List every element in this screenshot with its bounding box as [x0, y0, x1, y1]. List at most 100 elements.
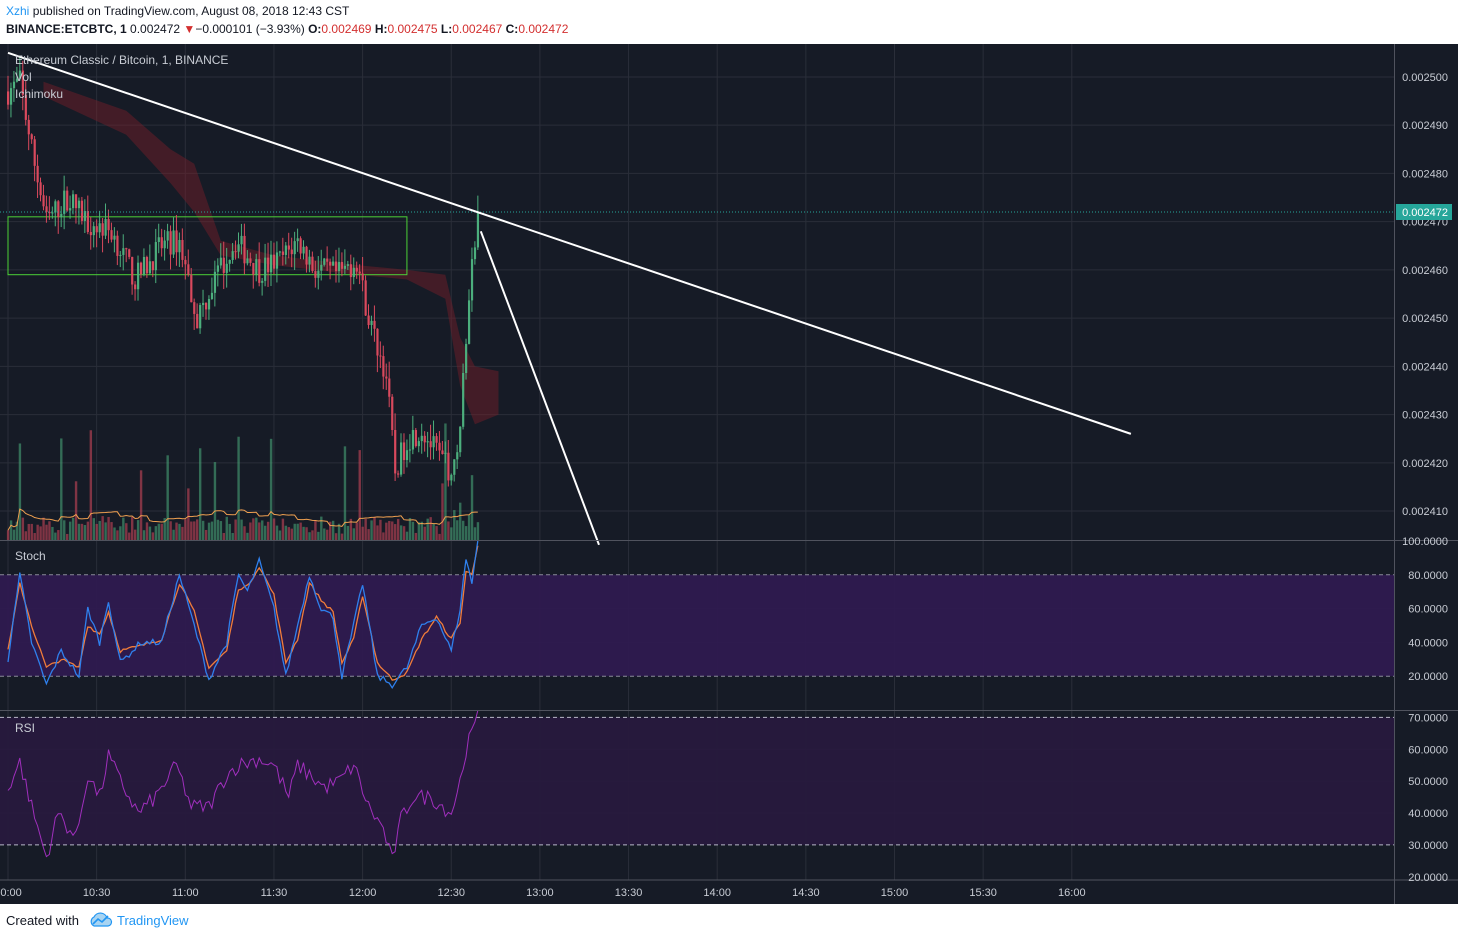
open-label: O: — [308, 22, 322, 36]
volume-bar — [219, 521, 223, 540]
candle-body — [69, 208, 72, 211]
candle-body — [296, 238, 299, 242]
candle-body — [169, 231, 172, 255]
volume-bar — [299, 522, 302, 540]
rsi-legend[interactable]: RSI — [15, 721, 35, 735]
rsi-tick-label: 60.0000 — [1408, 744, 1448, 756]
candle-body — [470, 259, 474, 301]
tradingview-link[interactable]: TradingView — [117, 913, 189, 928]
candle-body — [411, 430, 415, 450]
stoch-legend[interactable]: Stoch — [15, 549, 46, 563]
volume-bar — [263, 525, 267, 540]
volume-bar — [80, 523, 84, 540]
time-tick-label: 12:30 — [437, 887, 465, 899]
volume-bar — [423, 526, 426, 540]
volume-bar — [77, 523, 81, 540]
chart-canvas[interactable]: 0.0025000.0024900.0024800.0024700.002460… — [0, 44, 1458, 904]
candle-body — [405, 450, 409, 461]
candle-body — [444, 452, 447, 454]
candle-body — [320, 264, 323, 271]
candle-body — [382, 356, 385, 377]
candle-body — [305, 246, 308, 265]
volume-bar — [237, 436, 240, 540]
volume-bar — [225, 516, 228, 540]
publish-info: published on TradingView.com, August 08,… — [32, 4, 350, 18]
candle-body — [379, 355, 382, 357]
vol-legend[interactable]: Vol — [15, 70, 32, 84]
candle-body — [9, 88, 13, 105]
volume-bar — [459, 502, 462, 540]
author-link[interactable]: Xzhi — [6, 4, 30, 18]
volume-bar — [396, 518, 400, 540]
volume-bar — [361, 526, 364, 540]
volume-bar — [296, 523, 299, 540]
ichimoku-legend[interactable]: Ichimoku — [15, 87, 63, 101]
trendlines[interactable] — [7, 51, 1132, 546]
volume-bar — [385, 522, 388, 540]
candle-body — [207, 299, 211, 310]
volume-bar — [476, 522, 480, 540]
candle-body — [231, 251, 234, 260]
volume-bar — [139, 470, 143, 540]
volume-bar — [287, 527, 291, 540]
volume-bar — [145, 522, 149, 540]
current-price-tag-label: 0.002472 — [1402, 207, 1448, 219]
volume-bar — [467, 514, 471, 540]
stoch-tick-label: 80.0000 — [1408, 570, 1448, 582]
volume-bar — [388, 521, 391, 540]
volume-bar — [6, 530, 10, 540]
candle-body — [473, 247, 477, 260]
candle-body — [400, 442, 403, 475]
candle-body — [199, 305, 202, 329]
volume-bar — [204, 529, 208, 540]
candle-body — [12, 81, 16, 89]
candle-body — [370, 320, 373, 326]
candle-body — [151, 261, 154, 271]
rsi-tick-label: 40.0000 — [1408, 808, 1448, 820]
volume-bar — [414, 532, 418, 540]
candle-body — [172, 230, 175, 255]
current-price-tag-bg — [1396, 204, 1452, 220]
volume-bar — [334, 533, 338, 540]
volume-bar — [113, 527, 116, 540]
candle-body — [101, 223, 104, 236]
candle-body — [343, 265, 347, 269]
volume-bar — [228, 523, 231, 540]
price-tick-label: 0.002480 — [1402, 168, 1448, 180]
volume-bar — [201, 520, 205, 540]
stoch-d-line — [7, 545, 479, 681]
volume-bar — [281, 518, 285, 540]
candle-body — [376, 328, 379, 356]
volume-bar — [326, 529, 329, 540]
volume-bar — [311, 530, 314, 540]
close-value: 0.002472 — [518, 22, 569, 36]
candle-body — [329, 261, 332, 266]
volume-bar — [376, 525, 379, 540]
time-tick-label: 15:00 — [881, 887, 909, 899]
symbol-name[interactable]: BINANCE:ETCBTC, 1 — [6, 22, 127, 36]
rsi-tick-label: 30.0000 — [1408, 840, 1448, 852]
candle-body — [222, 257, 225, 273]
volume-bar — [12, 529, 16, 540]
volume-bar — [107, 516, 110, 540]
candle-body — [181, 239, 184, 260]
candle-body — [426, 441, 429, 443]
candle-body — [193, 302, 196, 314]
volume-bar — [234, 519, 237, 540]
volume-bar — [216, 519, 220, 540]
candle-body — [391, 396, 394, 430]
volume-bar — [370, 520, 373, 540]
volume-bar — [408, 517, 412, 540]
chart-header: Xzhi published on TradingView.com, Augus… — [0, 0, 1458, 44]
volume-bar — [136, 520, 140, 540]
stoch-band-fill — [0, 574, 1394, 677]
volume-bar — [429, 517, 432, 540]
volume-bar — [116, 530, 119, 540]
candle-body — [66, 190, 69, 211]
support-zone-rect[interactable] — [7, 216, 408, 276]
candle-body — [204, 302, 208, 310]
stoch-k-line — [7, 540, 479, 690]
volume-bar — [258, 522, 261, 540]
volume-bar — [30, 523, 33, 540]
volume-bar — [305, 527, 308, 540]
